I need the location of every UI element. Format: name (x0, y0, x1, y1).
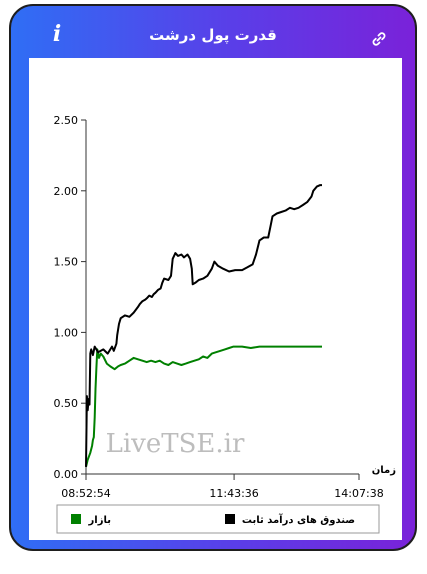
watermark: LiveTSE.ir (106, 429, 245, 459)
x-tick-label: 08:52:54 (61, 487, 110, 500)
card-title: قدرت پول درشت (149, 26, 277, 44)
x-axis: 08:52:54 11:43:36 14:07:38 (61, 473, 384, 500)
legend-swatch (71, 514, 81, 524)
y-tick-label: 1.50 (54, 256, 79, 269)
y-tick-label: 0.50 (54, 397, 79, 410)
legend-swatch (225, 514, 235, 524)
info-icon[interactable]: i (52, 21, 62, 47)
chart-panel: LiveTSE.ir 0.00 0.50 1.00 1.50 2.00 2.50 08:5… (29, 58, 402, 540)
y-tick-label: 2.50 (54, 114, 79, 127)
legend-label: بازار (88, 515, 111, 526)
chart-card: i قدرت پول درشت LiveTSE.ir 0.00 0.50 1.00 1… (9, 4, 417, 551)
legend: صندوق های درآمد ثابت بازار (56, 504, 380, 534)
series-line-fixed-income (85, 184, 322, 467)
legend-frame (56, 504, 380, 534)
x-tick-label: 14:07:38 (334, 487, 383, 500)
legend-item-fixed-income[interactable]: صندوق های درآمد ثابت (225, 513, 355, 526)
y-axis: 0.00 0.50 1.00 1.50 2.00 2.50 (54, 114, 87, 481)
y-tick-label: 0.00 (54, 468, 79, 481)
legend-item-market[interactable]: بازار (71, 514, 111, 526)
series-layer (85, 184, 322, 468)
y-tick-label: 1.00 (54, 326, 79, 339)
link-icon[interactable] (371, 31, 387, 47)
legend-label: صندوق های درآمد ثابت (242, 513, 355, 526)
card-header: i قدرت پول درشت (11, 6, 415, 62)
y-tick-label: 2.00 (54, 185, 79, 198)
money-power-chart: LiveTSE.ir 0.00 0.50 1.00 1.50 2.00 2.50 08:5… (54, 114, 396, 534)
x-tick-label: 11:43:36 (209, 487, 258, 500)
x-axis-title: زمان (372, 465, 396, 476)
